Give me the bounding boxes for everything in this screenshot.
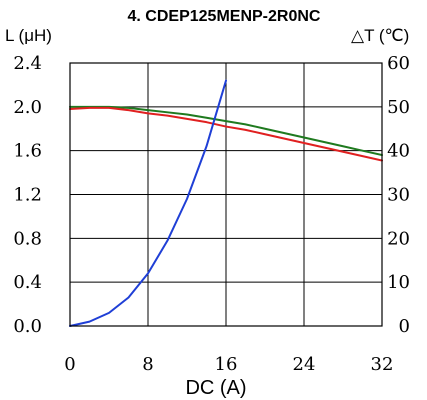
series-line-3 [69, 79, 227, 327]
x-tick-label: 16 [215, 354, 238, 375]
tick-labels: 0 8 16 24 32 0.0 0.4 0.8 1.2 1.6 2.0 2.4 0 10 20 30 40 50… [13, 53, 410, 375]
y-right-tick-label: 60 [387, 53, 410, 74]
chart-title: 4. CDEP125MENP-2R0NC [128, 8, 321, 25]
grid [70, 63, 382, 326]
y-left-tick-label: 0.8 [13, 228, 42, 249]
x-tick-label: 32 [371, 354, 394, 375]
series-group [69, 79, 383, 327]
y-left-tick-label: 2.0 [13, 97, 42, 118]
x-tick-label: 0 [64, 354, 75, 375]
x-tick-label: 8 [142, 354, 153, 375]
series-line-1 [69, 105, 383, 157]
y-left-tick-label: 2.4 [13, 53, 42, 74]
y-left-tick-label: 0.0 [13, 316, 42, 337]
x-axis-label: DC (A) [185, 377, 246, 399]
y-right-tick-label: 0 [399, 316, 410, 337]
y-right-tick-label: 10 [387, 272, 410, 293]
plot-frame [69, 62, 383, 327]
y-right-tick-label: 50 [387, 97, 410, 118]
y-right-tick-label: 20 [387, 228, 410, 249]
left-axis-label: L (μH) [5, 26, 52, 45]
y-left-tick-label: 0.4 [13, 272, 42, 293]
y-left-tick-label: 1.6 [13, 141, 42, 162]
series-line-2 [69, 106, 383, 162]
right-axis-label: △T (℃) [351, 26, 409, 45]
x-tick-label: 24 [293, 354, 316, 375]
y-right-tick-label: 30 [387, 185, 410, 206]
y-right-tick-label: 40 [387, 141, 410, 162]
y-left-tick-label: 1.2 [13, 185, 42, 206]
